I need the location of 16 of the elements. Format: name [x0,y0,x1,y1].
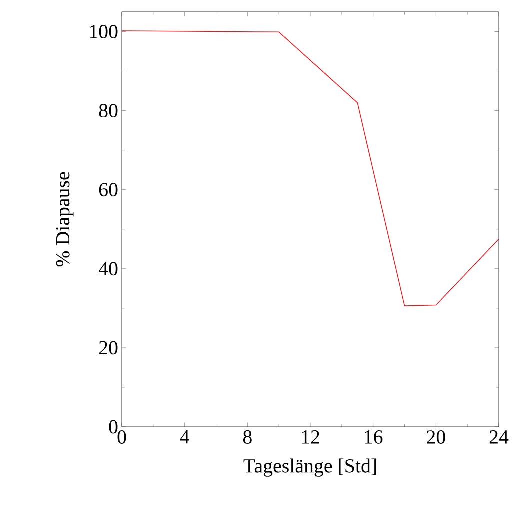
y-tick-label: 60 [99,183,118,197]
x-tick-label: 8 [243,430,252,444]
y-tick-label: 100 [90,25,118,38]
x-tick-label: 16 [365,430,383,444]
y-tick-label: 20 [99,341,118,355]
y-axis-title: % Diapause [56,172,74,267]
x-axis-title: Tageslänge [Std] [244,458,376,477]
y-tick-label: 40 [98,262,118,276]
x-tick-label: 4 [180,430,190,444]
x-tick-label: 20 [427,430,446,444]
y-tick-label: 80 [99,104,118,118]
line-series [122,30,500,306]
x-tick-label: 0 [118,430,126,444]
y-tick-label: 0 [109,420,118,434]
x-tick-label: 24 [490,430,509,444]
x-tick-label: 12 [302,430,320,444]
